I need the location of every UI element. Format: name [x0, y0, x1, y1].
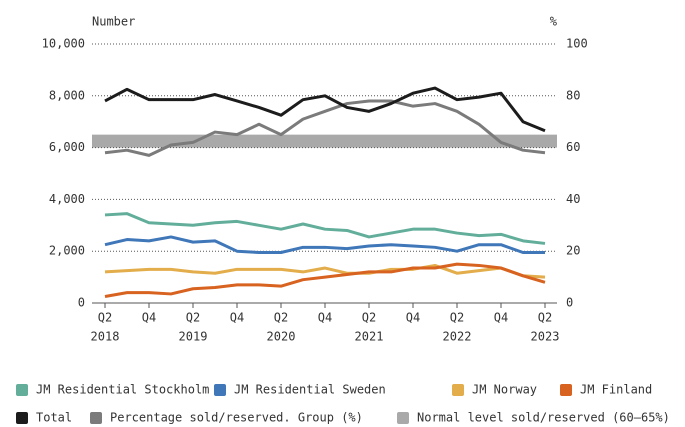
series-line — [104, 235, 545, 254]
x-tick-label: Q4 — [142, 311, 156, 325]
y2-tick-label: 0 — [566, 296, 573, 310]
normal-level-band — [92, 134, 557, 148]
x-year-label: 2021 — [355, 330, 384, 344]
y-tick-label: 8,000 — [49, 88, 85, 102]
y2-tick-label: 40 — [566, 192, 580, 206]
y2-tick-label: 60 — [566, 140, 580, 154]
legend-swatch — [560, 384, 572, 396]
x-year-label: 2023 — [531, 330, 560, 344]
legend-label: Normal level sold/reserved (60–65%) — [417, 411, 670, 425]
y2-tick-label: 80 — [566, 88, 580, 102]
x-year-label: 2020 — [267, 330, 296, 344]
x-tick-label: Q4 — [230, 311, 244, 325]
x-tick-label: Q4 — [494, 311, 508, 325]
legend-label: JM Residential Stockholm — [36, 383, 209, 397]
legend-label: Total — [36, 411, 72, 425]
legend-label: JM Residential Sweden — [234, 383, 386, 397]
x-tick-label: Q4 — [406, 311, 420, 325]
x-tick-label: Q2 — [274, 311, 288, 325]
y-tick-label: 2,000 — [49, 244, 85, 258]
legend-swatch — [90, 412, 102, 424]
y-tick-label: 0 — [78, 296, 85, 310]
legend-swatch — [16, 412, 28, 424]
series-line — [104, 262, 546, 299]
x-tick-label: Q4 — [318, 311, 332, 325]
legend-label: JM Finland — [580, 383, 652, 397]
y-axis-title: Number — [92, 15, 135, 29]
legend-label: Percentage sold/reserved. Group (%) — [110, 411, 363, 425]
series-line — [104, 263, 546, 279]
series-line — [104, 86, 546, 133]
x-tick-label: Q2 — [98, 311, 112, 325]
legend-label: JM Norway — [472, 383, 537, 397]
x-tick-label: Q2 — [186, 311, 200, 325]
x-tick-label: Q2 — [362, 311, 376, 325]
x-year-label: 2018 — [91, 330, 120, 344]
y2-tick-label: 20 — [566, 244, 580, 258]
legend-swatch — [452, 384, 464, 396]
x-tick-label: Q2 — [538, 311, 552, 325]
series-line — [104, 99, 546, 157]
legend-swatch — [214, 384, 226, 396]
y-tick-label: 4,000 — [49, 192, 85, 206]
x-year-label: 2022 — [443, 330, 472, 344]
x-year-label: 2019 — [179, 330, 208, 344]
y-tick-label: 6,000 — [49, 140, 85, 154]
y-tick-label: 10,000 — [42, 37, 85, 51]
legend-swatch — [16, 384, 28, 396]
y2-axis-title: % — [550, 15, 558, 29]
series-line — [104, 212, 546, 245]
legend-swatch — [397, 412, 409, 424]
y2-tick-label: 100 — [566, 37, 588, 51]
x-tick-label: Q2 — [450, 311, 464, 325]
